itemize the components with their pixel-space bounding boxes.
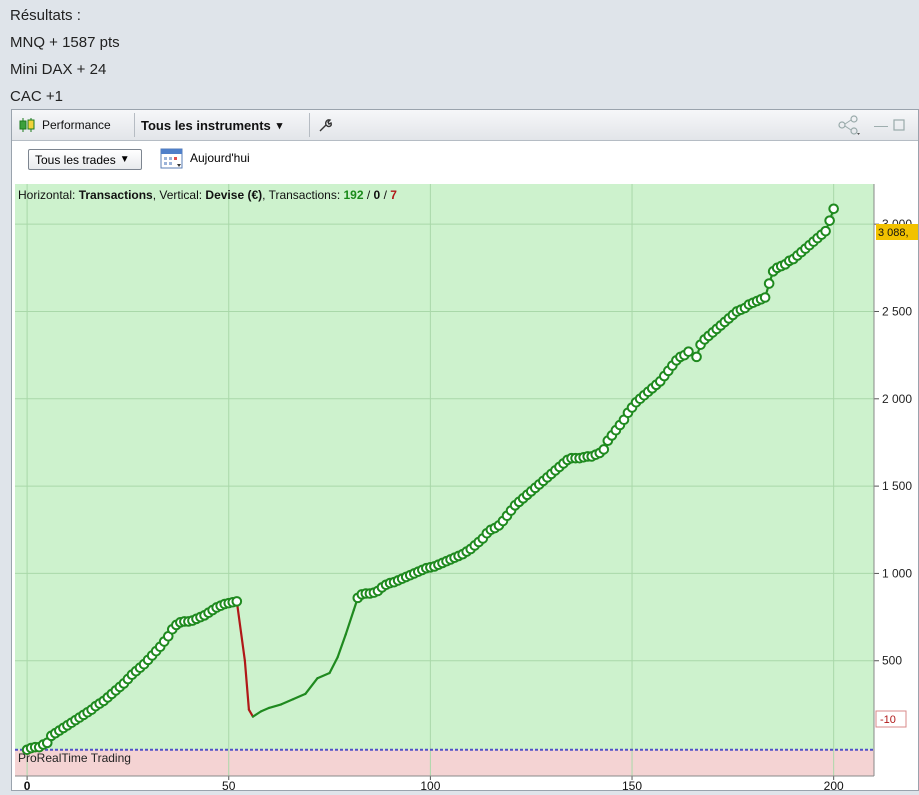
zero-value-tag: -10 (875, 710, 907, 728)
filter-bar: Tous les trades ▼ Aujourd'hui (12, 141, 918, 184)
wrench-button[interactable] (317, 114, 333, 136)
trade-points (21, 203, 839, 756)
trade-point (820, 225, 831, 237)
trade-point (683, 346, 694, 357)
x-tick-label: 0 (24, 779, 31, 790)
curve-segment (336, 633, 347, 659)
curve-segment (267, 703, 283, 709)
x-tick-label: 200 (824, 779, 844, 790)
performance-tab[interactable]: Performance (18, 114, 111, 136)
curve-segment (280, 698, 295, 706)
curve-segment (251, 710, 263, 718)
y-tick-label: 500 (882, 654, 902, 668)
date-button[interactable]: Aujourd'hui (160, 146, 250, 170)
x-tick-label: 50 (222, 779, 236, 790)
wrench-icon (319, 119, 332, 132)
y-tick-label: 1 000 (882, 566, 912, 580)
svg-text:3 088,: 3 088, (878, 227, 909, 239)
chart-info: Horizontal: Transactions, Vertical: Devi… (18, 188, 397, 202)
trade-point (231, 596, 243, 607)
share-button[interactable] (836, 114, 862, 136)
trade-point (763, 278, 775, 289)
x-tick-label: 150 (622, 779, 642, 790)
x-tick-label: 100 (420, 779, 440, 790)
performance-label: Performance (42, 118, 111, 132)
results-line-dax: Mini DAX + 24 (10, 61, 107, 78)
results-text: Résultats : MNQ + 1587 pts Mini DAX + 24… (10, 2, 120, 110)
y-tick-label: 1 500 (882, 479, 912, 493)
share-icon (838, 115, 860, 135)
trade-point (691, 351, 702, 363)
toolbar: Performance Tous les instruments ▾ — (12, 110, 918, 141)
results-line-mnq: MNQ + 1587 pts (10, 34, 120, 51)
results-title: Résultats : (10, 7, 81, 24)
instruments-dropdown[interactable]: Tous les instruments ▾ (141, 114, 282, 136)
trades-select-value: Tous les trades (35, 152, 116, 167)
curve-segment (243, 659, 251, 711)
svg-text:-10: -10 (880, 714, 896, 726)
toolbar-separator (309, 113, 310, 137)
trade-point (828, 203, 839, 215)
maximize-icon[interactable] (893, 114, 905, 136)
trade-point (598, 444, 610, 455)
curve-segment (247, 708, 255, 718)
trades-select[interactable]: Tous les trades ▼ (28, 149, 142, 170)
curve-segment (259, 706, 271, 713)
curve-segment (328, 656, 339, 675)
current-value-tag: 3 088, (876, 224, 918, 240)
calendar-icon (160, 148, 183, 169)
x-axis: 0 50 100 150 200 (15, 775, 874, 793)
trade-point (759, 292, 771, 303)
chevron-down-icon: ▾ (276, 119, 283, 132)
y-tick-label: 2 500 (882, 304, 912, 318)
performance-window: Performance Tous les instruments ▾ — (11, 109, 919, 793)
curve-segment (235, 600, 246, 662)
results-line-cac: CAC +1 (10, 88, 63, 105)
toolbar-separator (134, 113, 135, 137)
date-label: Aujourd'hui (190, 151, 250, 165)
curve-segment (344, 609, 355, 636)
watermark: ProRealTime Trading (18, 751, 131, 765)
negative-zone (15, 749, 874, 776)
curve-segment (292, 692, 307, 701)
curve-segment (316, 671, 331, 680)
candlestick-icon (19, 118, 35, 132)
curve-segment (304, 677, 319, 696)
minimize-icon[interactable]: — (874, 117, 888, 133)
instruments-label: Tous les instruments (141, 117, 271, 133)
y-tick-label: 2 000 (882, 392, 912, 406)
trade-point (824, 215, 835, 226)
chevron-down-icon: ▼ (119, 154, 130, 165)
